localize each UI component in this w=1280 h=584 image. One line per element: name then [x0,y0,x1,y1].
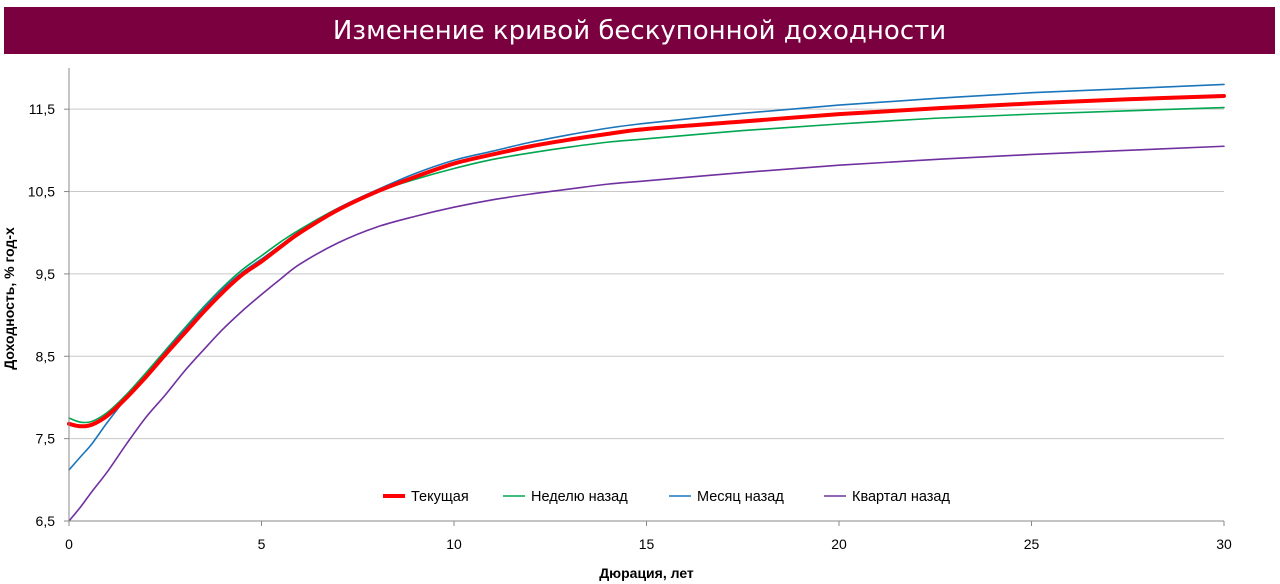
legend-label-1: Текущая [411,489,469,505]
y-tick-label: 9,5 [36,266,56,282]
legend-label-4: Квартал назад [852,489,950,505]
y-tick-label: 8,5 [36,348,56,364]
x-tick-label: 0 [65,536,73,552]
series-lines [67,83,1226,522]
series-line-2 [68,106,1225,424]
axes: 6,5 7,5 8,5 9,5 10,5 11,5 0 5 10 15 20 25 30 Дюрация,… [1,68,1232,581]
y-tick-label: 10,5 [28,184,55,200]
x-tick-label: 10 [446,536,462,552]
legend: Текущая Неделю назад Месяц назад Квартал на… [383,489,950,505]
grid-lines [69,108,1224,440]
x-tick-label: 5 [258,536,266,552]
y-tick-label: 11,5 [29,101,55,117]
x-axis-title: Дюрация, лет [599,565,694,581]
y-axis-title: Доходность, % год-х [1,227,17,370]
y-tick-label: 6,5 [36,513,56,529]
series-line-1 [67,94,1226,429]
x-tick-label: 15 [639,536,655,552]
x-tick-label: 25 [1024,536,1040,552]
legend-label-3: Месяц назад [697,489,784,505]
series-line-4 [68,145,1225,522]
chart-title: Изменение кривой бескупонной доходности [4,7,1275,54]
x-tick-label: 20 [831,536,847,552]
legend-label-2: Неделю назад [531,489,628,505]
y-tick-label: 7,5 [36,431,56,447]
x-tick-label: 30 [1216,536,1232,552]
